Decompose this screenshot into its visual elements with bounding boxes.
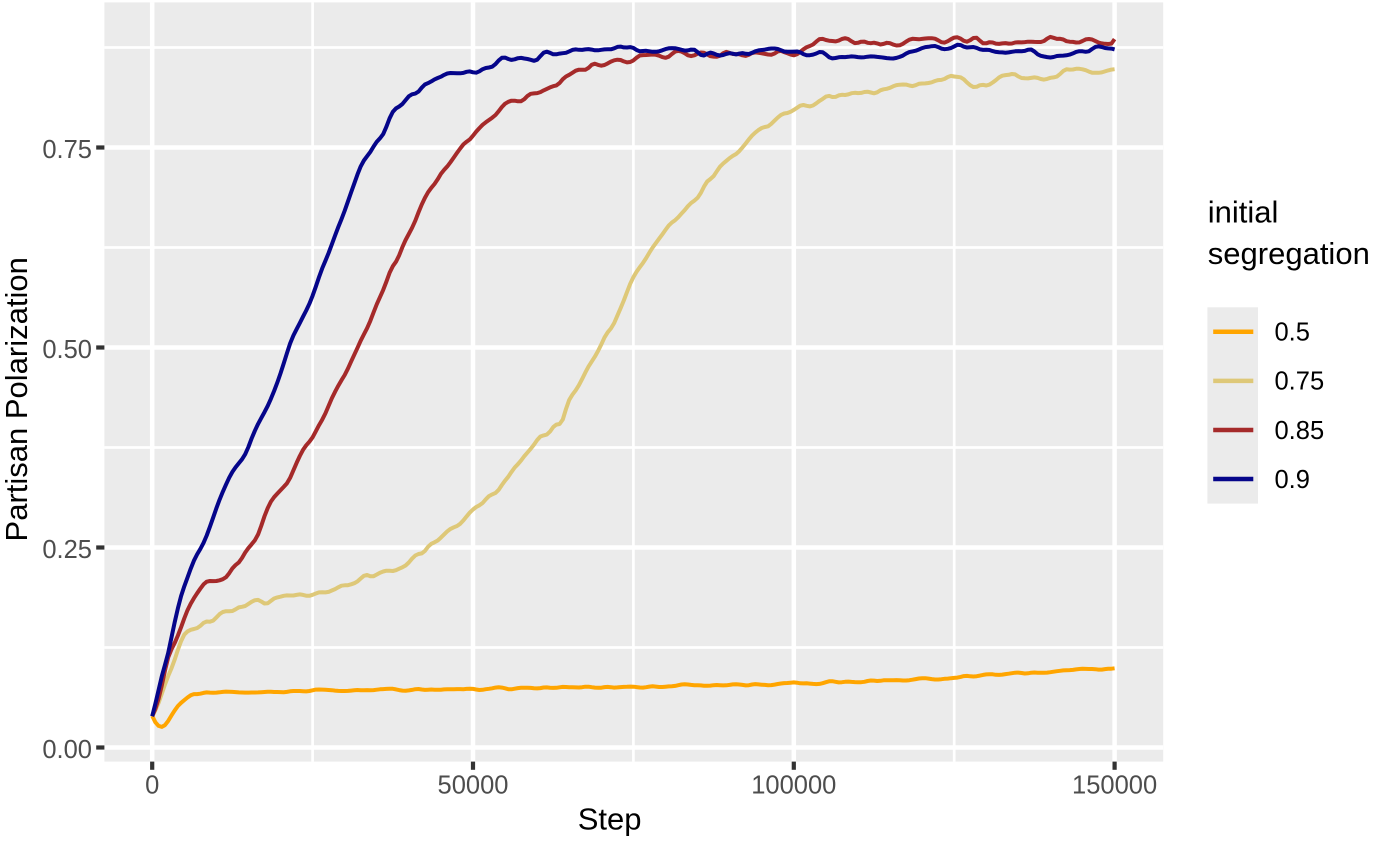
svg-text:Partisan Polarization: Partisan Polarization (0, 257, 34, 541)
svg-text:initial: initial (1208, 194, 1279, 229)
svg-text:0.00: 0.00 (42, 736, 92, 764)
svg-text:0.9: 0.9 (1275, 466, 1310, 494)
svg-text:0.75: 0.75 (1275, 368, 1325, 396)
svg-text:0.5: 0.5 (1275, 319, 1310, 347)
svg-text:Step: Step (578, 801, 642, 836)
svg-text:0: 0 (145, 772, 159, 800)
svg-text:0.75: 0.75 (42, 136, 92, 164)
svg-text:segregation: segregation (1208, 236, 1370, 271)
svg-text:150000: 150000 (1072, 772, 1157, 800)
svg-text:0.85: 0.85 (1275, 417, 1325, 445)
svg-text:0.50: 0.50 (42, 336, 92, 364)
svg-text:50000: 50000 (438, 772, 509, 800)
svg-text:0.25: 0.25 (42, 536, 92, 564)
svg-text:100000: 100000 (751, 772, 836, 800)
